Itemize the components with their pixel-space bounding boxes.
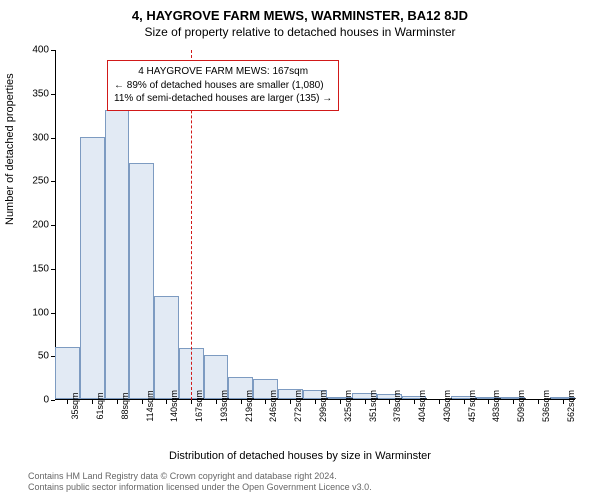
x-tick-mark [191, 400, 192, 404]
x-tick-label: 88sqm [120, 392, 130, 419]
x-tick-label: 404sqm [417, 390, 427, 422]
x-tick-mark [315, 400, 316, 404]
x-tick-mark [117, 400, 118, 404]
y-tick-label: 100 [9, 307, 49, 318]
x-tick-label: 193sqm [219, 390, 229, 422]
x-tick-label: 35sqm [70, 392, 80, 419]
histogram-bar [154, 296, 179, 399]
annotation-line-1: 4 HAYGROVE FARM MEWS: 167sqm [114, 65, 332, 79]
x-tick-label: 457sqm [467, 390, 477, 422]
histogram-bar [80, 137, 105, 400]
x-tick-label: 114sqm [145, 390, 155, 421]
y-tick-mark [51, 50, 55, 51]
annotation-line-2: ← 89% of detached houses are smaller (1,… [114, 79, 332, 93]
x-tick-mark [389, 400, 390, 404]
y-tick-mark [51, 181, 55, 182]
footer-attribution: Contains HM Land Registry data © Crown c… [28, 471, 372, 494]
y-tick-mark [51, 313, 55, 314]
x-tick-mark [216, 400, 217, 404]
x-tick-label: 562sqm [566, 390, 576, 422]
x-tick-label: 167sqm [194, 390, 204, 422]
footer-line-1: Contains HM Land Registry data © Crown c… [28, 471, 372, 483]
x-tick-mark [488, 400, 489, 404]
x-tick-mark [241, 400, 242, 404]
y-tick-label: 300 [9, 132, 49, 143]
histogram-bar [105, 110, 130, 399]
x-tick-label: 483sqm [491, 390, 501, 422]
x-tick-label: 219sqm [244, 390, 254, 422]
chart-title-main: 4, HAYGROVE FARM MEWS, WARMINSTER, BA12 … [0, 0, 600, 23]
x-tick-mark [67, 400, 68, 404]
x-tick-mark [265, 400, 266, 404]
x-tick-label: 246sqm [268, 390, 278, 422]
x-tick-label: 509sqm [516, 390, 526, 422]
y-tick-label: 50 [9, 351, 49, 362]
x-tick-mark [513, 400, 514, 404]
x-tick-label: 325sqm [343, 390, 353, 422]
y-tick-label: 150 [9, 263, 49, 274]
annotation-line-3: 11% of semi-detached houses are larger (… [114, 92, 332, 106]
x-tick-mark [563, 400, 564, 404]
y-tick-mark [51, 400, 55, 401]
y-tick-mark [51, 225, 55, 226]
histogram-bar [55, 347, 80, 400]
x-tick-label: 536sqm [541, 390, 551, 422]
y-tick-mark [51, 269, 55, 270]
x-tick-label: 299sqm [318, 390, 328, 422]
y-tick-label: 400 [9, 45, 49, 56]
y-tick-label: 0 [9, 395, 49, 406]
x-tick-mark [92, 400, 93, 404]
x-axis-label: Distribution of detached houses by size … [0, 450, 600, 462]
x-tick-mark [166, 400, 167, 404]
footer-line-2: Contains public sector information licen… [28, 482, 372, 494]
chart-title-sub: Size of property relative to detached ho… [0, 23, 600, 39]
x-tick-label: 378sqm [392, 390, 402, 422]
y-tick-label: 250 [9, 176, 49, 187]
x-tick-label: 61sqm [95, 392, 105, 419]
x-tick-label: 351sqm [368, 390, 378, 422]
x-tick-mark [290, 400, 291, 404]
x-tick-mark [365, 400, 366, 404]
x-tick-mark [464, 400, 465, 404]
x-tick-label: 140sqm [169, 390, 179, 422]
x-tick-mark [414, 400, 415, 404]
histogram-bar [129, 163, 154, 399]
x-tick-mark [439, 400, 440, 404]
x-tick-mark [142, 400, 143, 404]
y-tick-mark [51, 94, 55, 95]
y-tick-mark [51, 138, 55, 139]
chart-plot-area: 050100150200250300350400 35sqm61sqm88sqm… [55, 50, 575, 400]
x-tick-mark [538, 400, 539, 404]
y-tick-label: 350 [9, 88, 49, 99]
x-tick-label: 272sqm [293, 390, 303, 422]
annotation-box: 4 HAYGROVE FARM MEWS: 167sqm ← 89% of de… [107, 60, 339, 111]
x-tick-mark [340, 400, 341, 404]
x-tick-label: 430sqm [442, 390, 452, 422]
y-tick-label: 200 [9, 220, 49, 231]
y-tick-mark [51, 356, 55, 357]
